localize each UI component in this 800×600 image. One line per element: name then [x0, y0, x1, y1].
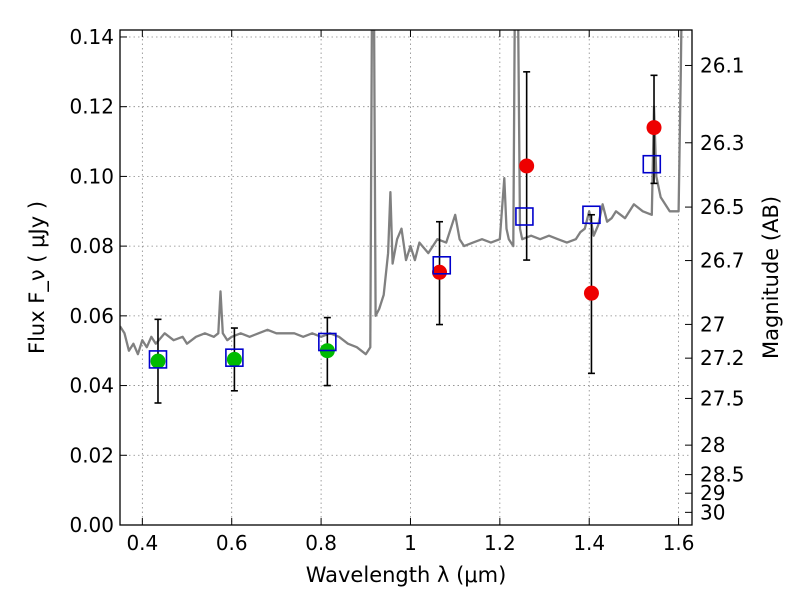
y-tick-label: 0.14 — [69, 25, 114, 49]
model-point — [582, 205, 601, 225]
model-point — [318, 332, 337, 352]
model-point — [515, 207, 534, 226]
y-tick-label: 0.12 — [69, 95, 114, 119]
plot-frame — [119, 29, 693, 526]
data-markers — [148, 120, 662, 369]
x-tick-label: 0.8 — [305, 531, 337, 555]
y-tick-label: 0.02 — [69, 443, 114, 467]
right-tick-label: 26.5 — [700, 195, 745, 219]
y-tick-label: 0.06 — [69, 304, 114, 328]
data-point — [583, 285, 599, 301]
y-tick-label: 0.04 — [69, 374, 114, 398]
right-tick-label: 26.3 — [700, 131, 745, 155]
data-point — [432, 264, 448, 280]
right-tick-label: 27.2 — [700, 346, 745, 370]
right-tick-label: 26.7 — [700, 249, 745, 273]
right-tick-label: 26.1 — [700, 53, 745, 77]
x-tick-label: 1.4 — [573, 531, 605, 555]
x-tick-label: 1.2 — [484, 531, 516, 555]
right-tick-label: 29 — [700, 481, 725, 505]
spectrum-line — [120, 30, 683, 356]
right-tick-label: 28.5 — [700, 463, 745, 487]
model-point — [225, 348, 244, 367]
data-point — [519, 158, 535, 174]
y-tick-label: 0.08 — [69, 234, 114, 258]
x-tick-label: 0.4 — [126, 531, 158, 555]
x-tick-label: 1 — [404, 531, 417, 555]
data-point — [150, 353, 166, 369]
right-tick-label: 28 — [700, 433, 725, 457]
error-bars — [154, 71, 658, 404]
model-point — [642, 154, 662, 174]
model-point — [432, 255, 452, 275]
data-point — [226, 351, 242, 367]
x-tick-label: 0.6 — [216, 531, 248, 555]
right-axis-label: Magnitude (AB) — [759, 196, 783, 359]
right-tick-label: 27.5 — [700, 386, 745, 410]
y-tick-label: 0.10 — [69, 164, 114, 188]
right-tick-label: 27 — [700, 312, 725, 336]
y-tick-label: 0.00 — [69, 513, 114, 537]
spectrum-series — [120, 30, 683, 356]
y-axis-label: Flux F_ν ( μJy ) — [25, 201, 50, 354]
grid-lines — [120, 30, 692, 525]
right-tick-label: 30 — [700, 500, 725, 524]
axis-ticks: 0.4 0.6 0.8 1 1.2 1.4 1.6 0.00 0.02 0.04 0.06 0.08 0… — [69, 25, 744, 555]
model-point — [148, 350, 168, 369]
data-point — [646, 120, 662, 136]
x-tick-label: 1.6 — [663, 531, 695, 555]
x-axis-label: Wavelength λ (μm) — [306, 563, 507, 587]
